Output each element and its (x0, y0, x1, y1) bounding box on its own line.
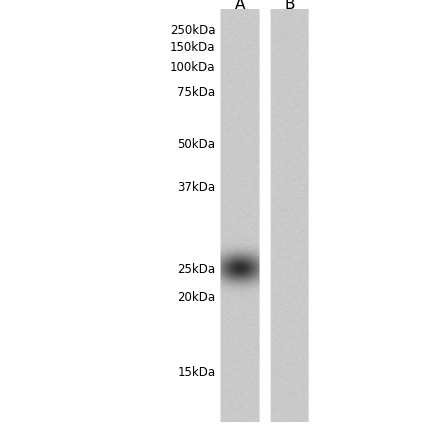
Text: 37kDa: 37kDa (177, 181, 216, 194)
Text: 50kDa: 50kDa (178, 138, 216, 151)
Text: B: B (284, 0, 295, 12)
Text: 25kDa: 25kDa (177, 263, 216, 277)
Text: A: A (235, 0, 245, 12)
Text: 75kDa: 75kDa (177, 86, 216, 99)
Text: 150kDa: 150kDa (170, 41, 216, 54)
Text: 15kDa: 15kDa (177, 366, 216, 379)
Text: 250kDa: 250kDa (170, 24, 216, 37)
Text: 100kDa: 100kDa (170, 60, 216, 74)
Text: 20kDa: 20kDa (177, 291, 216, 304)
